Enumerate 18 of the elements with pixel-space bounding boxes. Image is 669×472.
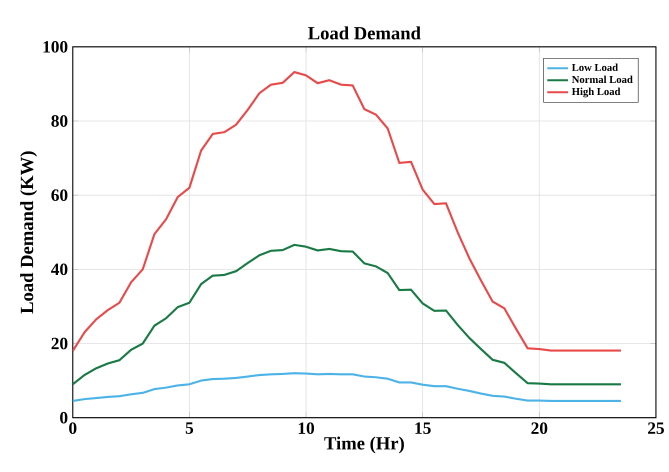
chart-title: Load Demand xyxy=(308,26,421,40)
y-tick-label: 0 xyxy=(60,412,68,424)
x-tick-label: 25 xyxy=(648,422,664,434)
x-tick-label: 15 xyxy=(415,422,431,434)
x-tick-label: 0 xyxy=(69,422,76,434)
y-tick-label: 60 xyxy=(51,190,68,202)
legend-label: Normal Load xyxy=(572,76,633,84)
y-tick-label: 20 xyxy=(52,338,68,350)
legend-label: Low Load xyxy=(572,64,618,72)
legend-label: High Load xyxy=(572,88,620,98)
y-tick-label: 80 xyxy=(51,115,68,128)
x-axis-title: Time (Hr) xyxy=(324,436,404,454)
y-tick-label: 100 xyxy=(44,41,68,53)
y-axis-title: Load Demand (KW) xyxy=(20,152,38,314)
y-tick-label: 40 xyxy=(51,264,68,276)
x-tick-label: 20 xyxy=(531,422,548,434)
x-tick-label: 10 xyxy=(298,422,314,434)
x-tick-label: 5 xyxy=(186,422,194,434)
